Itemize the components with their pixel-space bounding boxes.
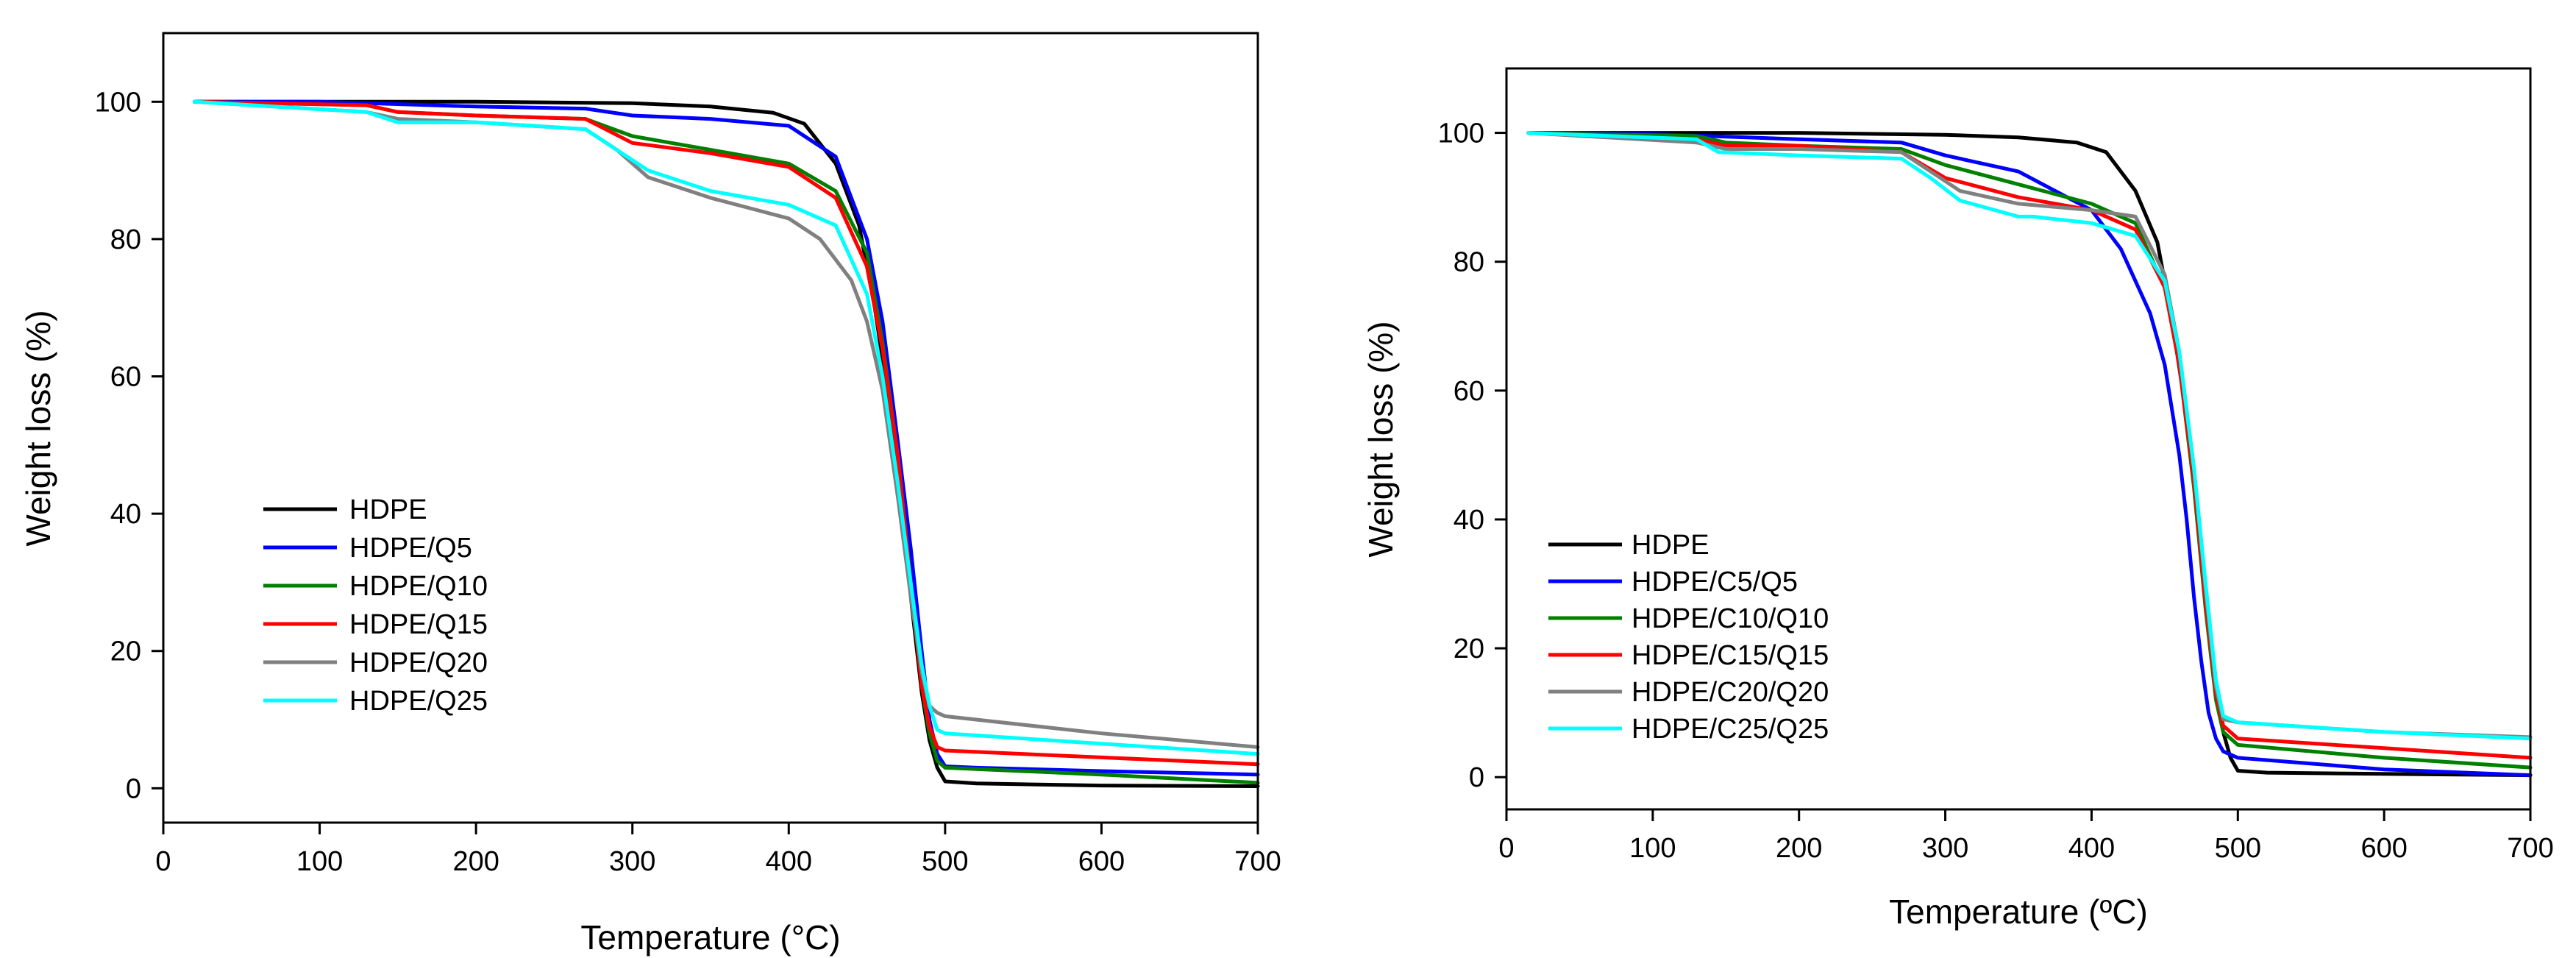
x-tick-label: 200 (452, 846, 499, 877)
y-tick-label: 0 (126, 773, 141, 804)
x-tick-label: 100 (296, 846, 343, 877)
y-tick-label: 40 (1454, 505, 1484, 536)
legend-label: HDPE/C20/Q20 (1632, 677, 1829, 708)
y-tick-label: 80 (110, 224, 141, 255)
y-tick-label: 60 (1454, 376, 1484, 407)
legend-label: HDPE/Q15 (349, 609, 488, 640)
y-tick-label: 80 (1454, 247, 1484, 278)
legend-label: HDPE/Q20 (349, 647, 488, 678)
legend-label: HDPE (1632, 530, 1709, 561)
legend-label: HDPE/C10/Q10 (1632, 603, 1829, 634)
series-line-hdpe-c5-q5 (1526, 131, 2533, 778)
x-tick-label: 0 (1498, 833, 1514, 864)
x-tick-label: 100 (1629, 833, 1676, 864)
series-line-hdpe-c10-q10 (1526, 131, 2533, 770)
plot-frame (162, 32, 1259, 824)
plot-frame (1505, 67, 2532, 811)
x-tick-label: 600 (1078, 846, 1125, 877)
x-tick-label: 500 (2215, 833, 2261, 864)
x-tick-label: 700 (2507, 833, 2553, 864)
series-line-hdpe-q15 (193, 99, 1260, 767)
y-tick-label: 60 (110, 362, 141, 393)
x-tick-label: 700 (1234, 846, 1281, 877)
series-line-hdpe-q10 (193, 99, 1260, 785)
series-line-hdpe (193, 99, 1260, 788)
series-line-hdpe-c20-q20 (1526, 131, 2533, 739)
y-tick-label: 100 (1438, 118, 1484, 149)
legend-label: HDPE/C15/Q15 (1632, 640, 1829, 671)
y-tick-label: 100 (95, 87, 141, 118)
y-tick-label: 0 (1469, 762, 1484, 793)
x-tick-label: 600 (2360, 833, 2407, 864)
legend-label: HDPE/Q10 (349, 571, 488, 602)
series-line-hdpe-c25-q25 (1526, 131, 2533, 741)
chart-left: Temperature (°C) Weight loss (%) 0 100 200… (19, 32, 1281, 957)
x-tick-label: 0 (155, 846, 171, 877)
legend-label: HDPE/C25/Q25 (1632, 714, 1829, 745)
legend-label: HDPE/Q25 (349, 686, 488, 717)
y-axis-title: Weight loss (%) (1362, 321, 1400, 557)
x-tick-label: 500 (922, 846, 968, 877)
x-tick-label: 300 (609, 846, 655, 877)
x-axis-title: Temperature (ºC) (1889, 893, 2148, 931)
y-tick-label: 20 (1454, 634, 1484, 664)
series-line-hdpe-q25 (193, 99, 1260, 756)
legend: HDPE HDPE/Q5 HDPE/Q10 HDPE/Q15 HDPE/Q20 HDPE/… (263, 494, 488, 717)
y-tick-label: 40 (110, 499, 141, 530)
x-tick-label: 200 (1776, 833, 1822, 864)
x-axis-title: Temperature (°C) (580, 918, 840, 957)
x-tick-label: 400 (2068, 833, 2115, 864)
y-axis-title: Weight loss (%) (19, 310, 57, 546)
legend-label: HDPE/C5/Q5 (1632, 567, 1798, 597)
x-tick-label: 400 (766, 846, 812, 877)
chart-right: Temperature (ºC) Weight loss (%) 0 100 200… (1362, 67, 2554, 931)
x-tick-label: 300 (1922, 833, 1968, 864)
y-tick-label: 20 (110, 636, 141, 667)
legend: HDPE HDPE/C5/Q5 HDPE/C10/Q10 HDPE/C15/Q15 HD… (1548, 530, 1829, 745)
legend-label: HDPE (349, 494, 427, 525)
legend-label: HDPE/Q5 (349, 533, 472, 564)
